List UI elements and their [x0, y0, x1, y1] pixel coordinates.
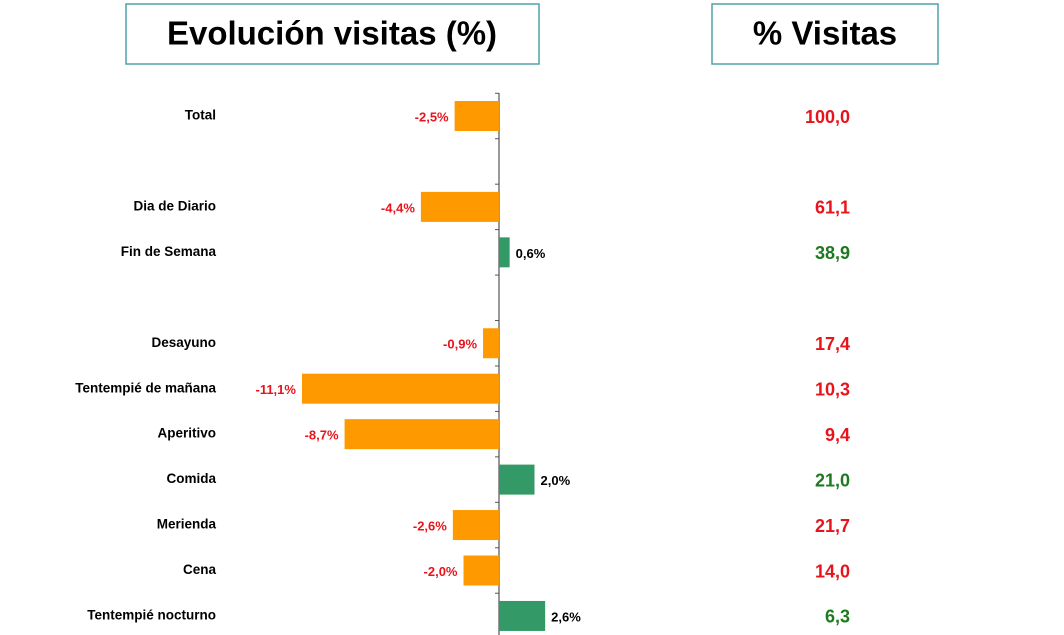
category-label: Total — [185, 108, 216, 123]
category-label: Tentempié nocturno — [87, 608, 216, 623]
bar — [499, 464, 535, 495]
category-label: Cena — [183, 562, 217, 577]
value-label: 0,6% — [516, 246, 546, 261]
bar — [483, 328, 499, 359]
bar — [452, 510, 499, 541]
share-value: 21,7 — [815, 516, 850, 536]
share-title: % Visitas — [753, 15, 897, 52]
bar — [499, 237, 510, 268]
category-label: Desayuno — [151, 335, 216, 350]
share-value: 100,0 — [805, 107, 850, 127]
value-label: 2,0% — [541, 473, 571, 488]
share-value: 21,0 — [815, 470, 850, 490]
title-box — [125, 3, 540, 65]
bar — [499, 600, 546, 631]
share-value: 61,1 — [815, 198, 850, 218]
bar — [454, 101, 499, 131]
bar — [420, 191, 499, 222]
share-value: 17,4 — [815, 334, 850, 354]
value-label: -2,6% — [413, 518, 447, 533]
share-value: 6,3 — [825, 607, 850, 627]
share-value: 9,4 — [825, 425, 850, 445]
value-label: -2,0% — [424, 564, 458, 579]
category-label: Merienda — [157, 517, 217, 532]
value-label: -4,4% — [381, 200, 415, 215]
value-label: -2,5% — [415, 109, 449, 124]
bar — [301, 373, 499, 404]
share-value: 38,9 — [815, 243, 850, 263]
value-label: -11,1% — [255, 382, 296, 397]
bar — [463, 555, 499, 586]
share-title-box — [711, 3, 939, 65]
value-label: -0,9% — [443, 337, 477, 352]
category-label: Tentempié de mañana — [75, 380, 216, 395]
value-label: -8,7% — [305, 428, 339, 443]
category-label: Dia de Diario — [133, 198, 216, 213]
bar — [344, 419, 499, 450]
category-label: Fin de Semana — [121, 244, 217, 259]
value-label: 2,6% — [551, 609, 581, 624]
chart-title: Evolución visitas (%) — [167, 15, 497, 52]
share-value: 10,3 — [815, 379, 850, 399]
share-value: 14,0 — [815, 561, 850, 581]
category-label: Aperitivo — [157, 426, 216, 441]
category-label: Comida — [166, 471, 216, 486]
